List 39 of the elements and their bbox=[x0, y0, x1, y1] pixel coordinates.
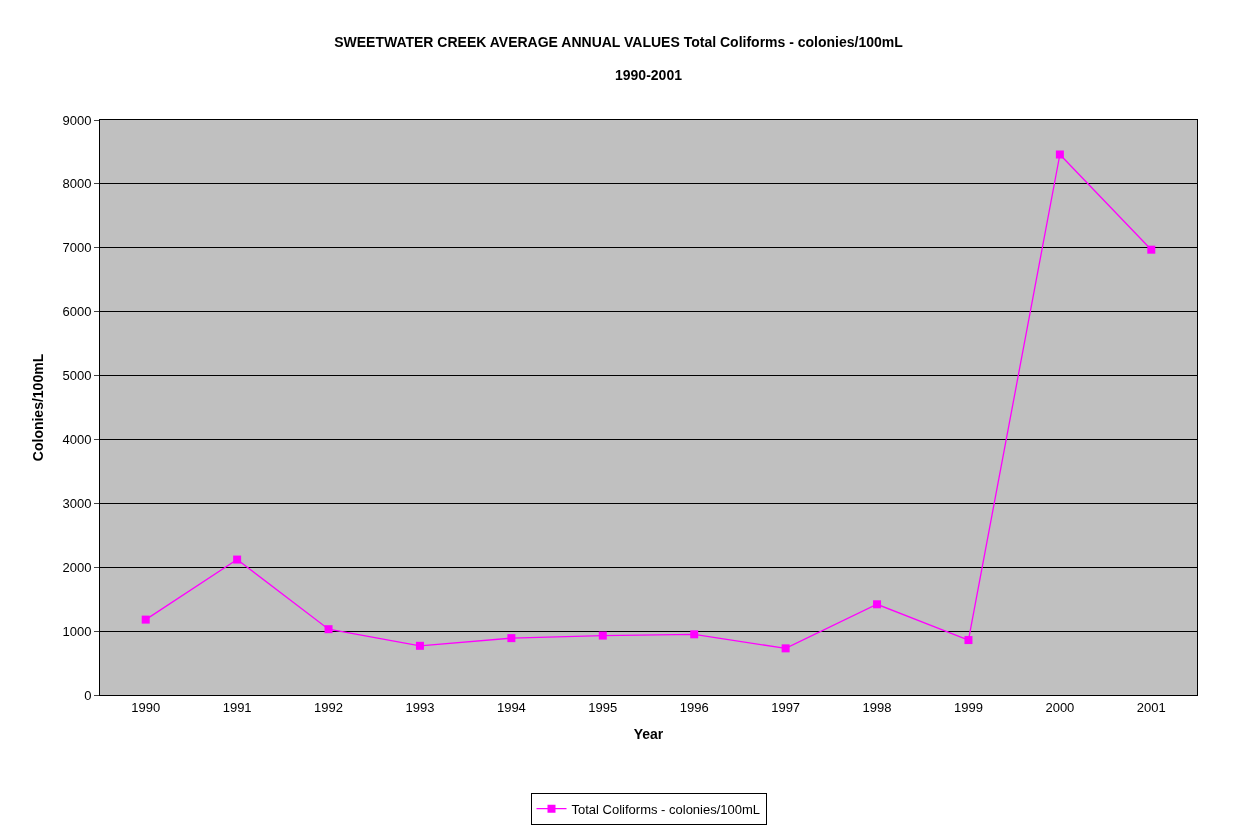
y-tick-label: 6000 bbox=[62, 304, 92, 320]
y-tick-label: 3000 bbox=[62, 495, 92, 511]
x-tick-label: 1995 bbox=[588, 699, 618, 715]
point bbox=[781, 644, 790, 653]
point bbox=[141, 615, 150, 624]
y-axis-title: Colonies/100mL bbox=[30, 353, 47, 462]
x-tick-label: 1998 bbox=[862, 699, 892, 715]
x-axis-title: Year bbox=[633, 725, 664, 742]
x-tick-label: 2000 bbox=[1045, 699, 1075, 715]
y-tick-label: 9000 bbox=[62, 112, 92, 128]
y-tick-label: 0 bbox=[84, 687, 92, 703]
point bbox=[690, 630, 699, 639]
x-tick-label: 2001 bbox=[1136, 699, 1166, 715]
point bbox=[415, 641, 424, 650]
point bbox=[964, 636, 973, 645]
x-tick-label: 1993 bbox=[405, 699, 435, 715]
chart-title: SWEETWATER CREEK AVERAGE ANNUAL VALUES Total Coliforms - colonies/100mL bbox=[334, 34, 904, 51]
y-tick-label: 5000 bbox=[62, 368, 92, 384]
point bbox=[598, 631, 607, 640]
y-tick-label: 7000 bbox=[62, 240, 92, 256]
x-tick-label: 1996 bbox=[679, 699, 709, 715]
x-tick-label: 1994 bbox=[496, 699, 526, 715]
point bbox=[507, 634, 516, 643]
y-tick-label: 8000 bbox=[62, 176, 92, 192]
x-tick-label: 1992 bbox=[314, 699, 343, 715]
point bbox=[324, 625, 333, 634]
point bbox=[233, 555, 242, 564]
x-tick-label: 1997 bbox=[771, 699, 801, 715]
y-tick-label: 2000 bbox=[62, 559, 92, 575]
legend-label: Total Coliforms - colonies/100mL bbox=[571, 801, 761, 817]
point bbox=[1147, 245, 1156, 254]
y-tick-label: 4000 bbox=[62, 431, 92, 447]
x-tick-label: 1990 bbox=[131, 699, 161, 715]
chart-subtitle: 1990-2001 bbox=[615, 67, 683, 83]
point bbox=[1055, 150, 1064, 159]
x-tick-label: 1991 bbox=[222, 699, 252, 715]
point bbox=[873, 600, 882, 609]
x-tick-label: 1999 bbox=[954, 699, 983, 715]
y-tick-label: 1000 bbox=[62, 623, 92, 639]
